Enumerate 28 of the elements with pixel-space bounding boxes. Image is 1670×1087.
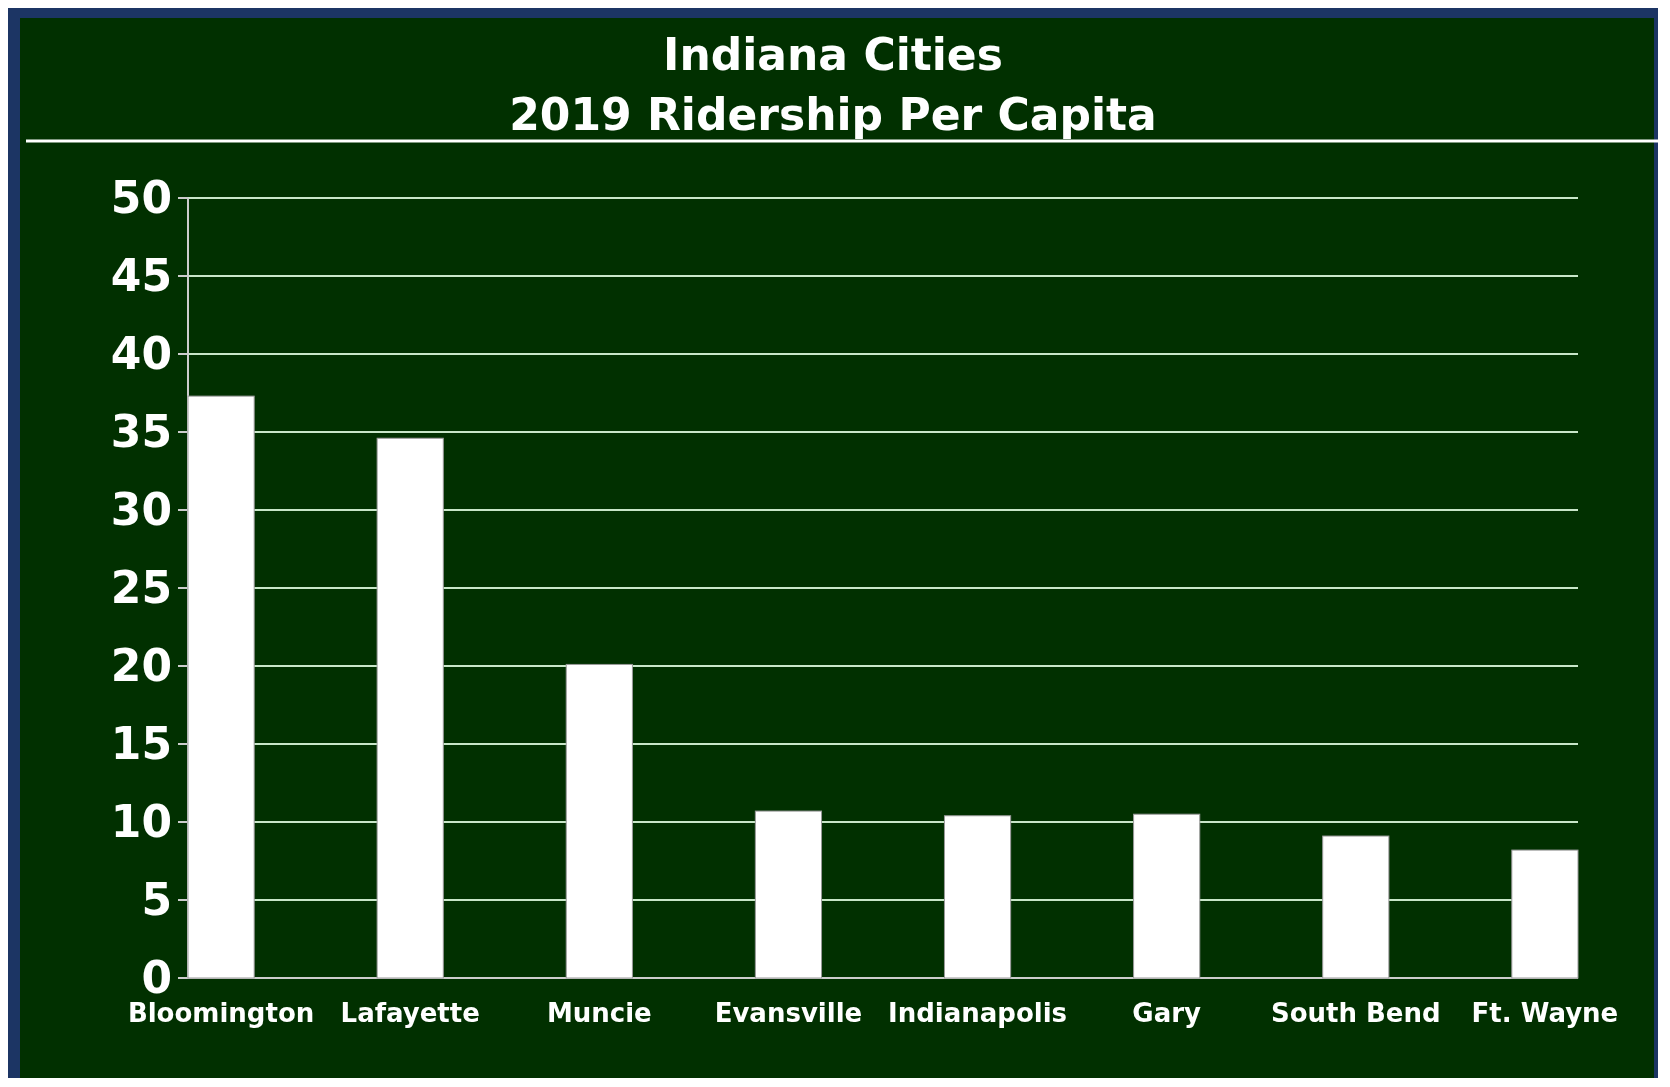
x-tick-label: Evansville (714, 998, 863, 1028)
bar (754, 810, 823, 979)
x-tick-label: Muncie (546, 998, 652, 1028)
bar (1133, 813, 1201, 979)
bar (1322, 835, 1390, 979)
x-tick-label: Gary (1132, 998, 1202, 1028)
bar (187, 395, 255, 979)
y-tick-label: 10 (110, 796, 172, 848)
x-tick-label: South Bend (1270, 998, 1441, 1028)
y-tick-label: 5 (141, 874, 172, 926)
x-tick-label: Ft. Wayne (1471, 998, 1619, 1028)
y-tick-label: 45 (110, 250, 172, 302)
x-tick-label: Indianapolis (888, 998, 1068, 1028)
bar (1511, 849, 1579, 979)
chart-title: Indiana Cities (663, 29, 1003, 80)
chart-subtitle: 2019 Ridership Per Capita (509, 89, 1157, 140)
y-tick-label: 40 (110, 328, 172, 380)
x-tick-label: Bloomington (127, 998, 315, 1028)
bar (565, 663, 633, 979)
y-tick-label: 50 (110, 172, 172, 224)
y-tick-label: 35 (110, 406, 172, 458)
y-tick-label: 30 (110, 484, 172, 536)
y-tick-label: 15 (110, 718, 172, 770)
bar (376, 437, 444, 979)
y-tick-label: 20 (110, 640, 172, 692)
bar (943, 815, 1012, 979)
x-tick-label: Lafayette (340, 998, 480, 1028)
y-tick-label: 25 (110, 562, 172, 614)
